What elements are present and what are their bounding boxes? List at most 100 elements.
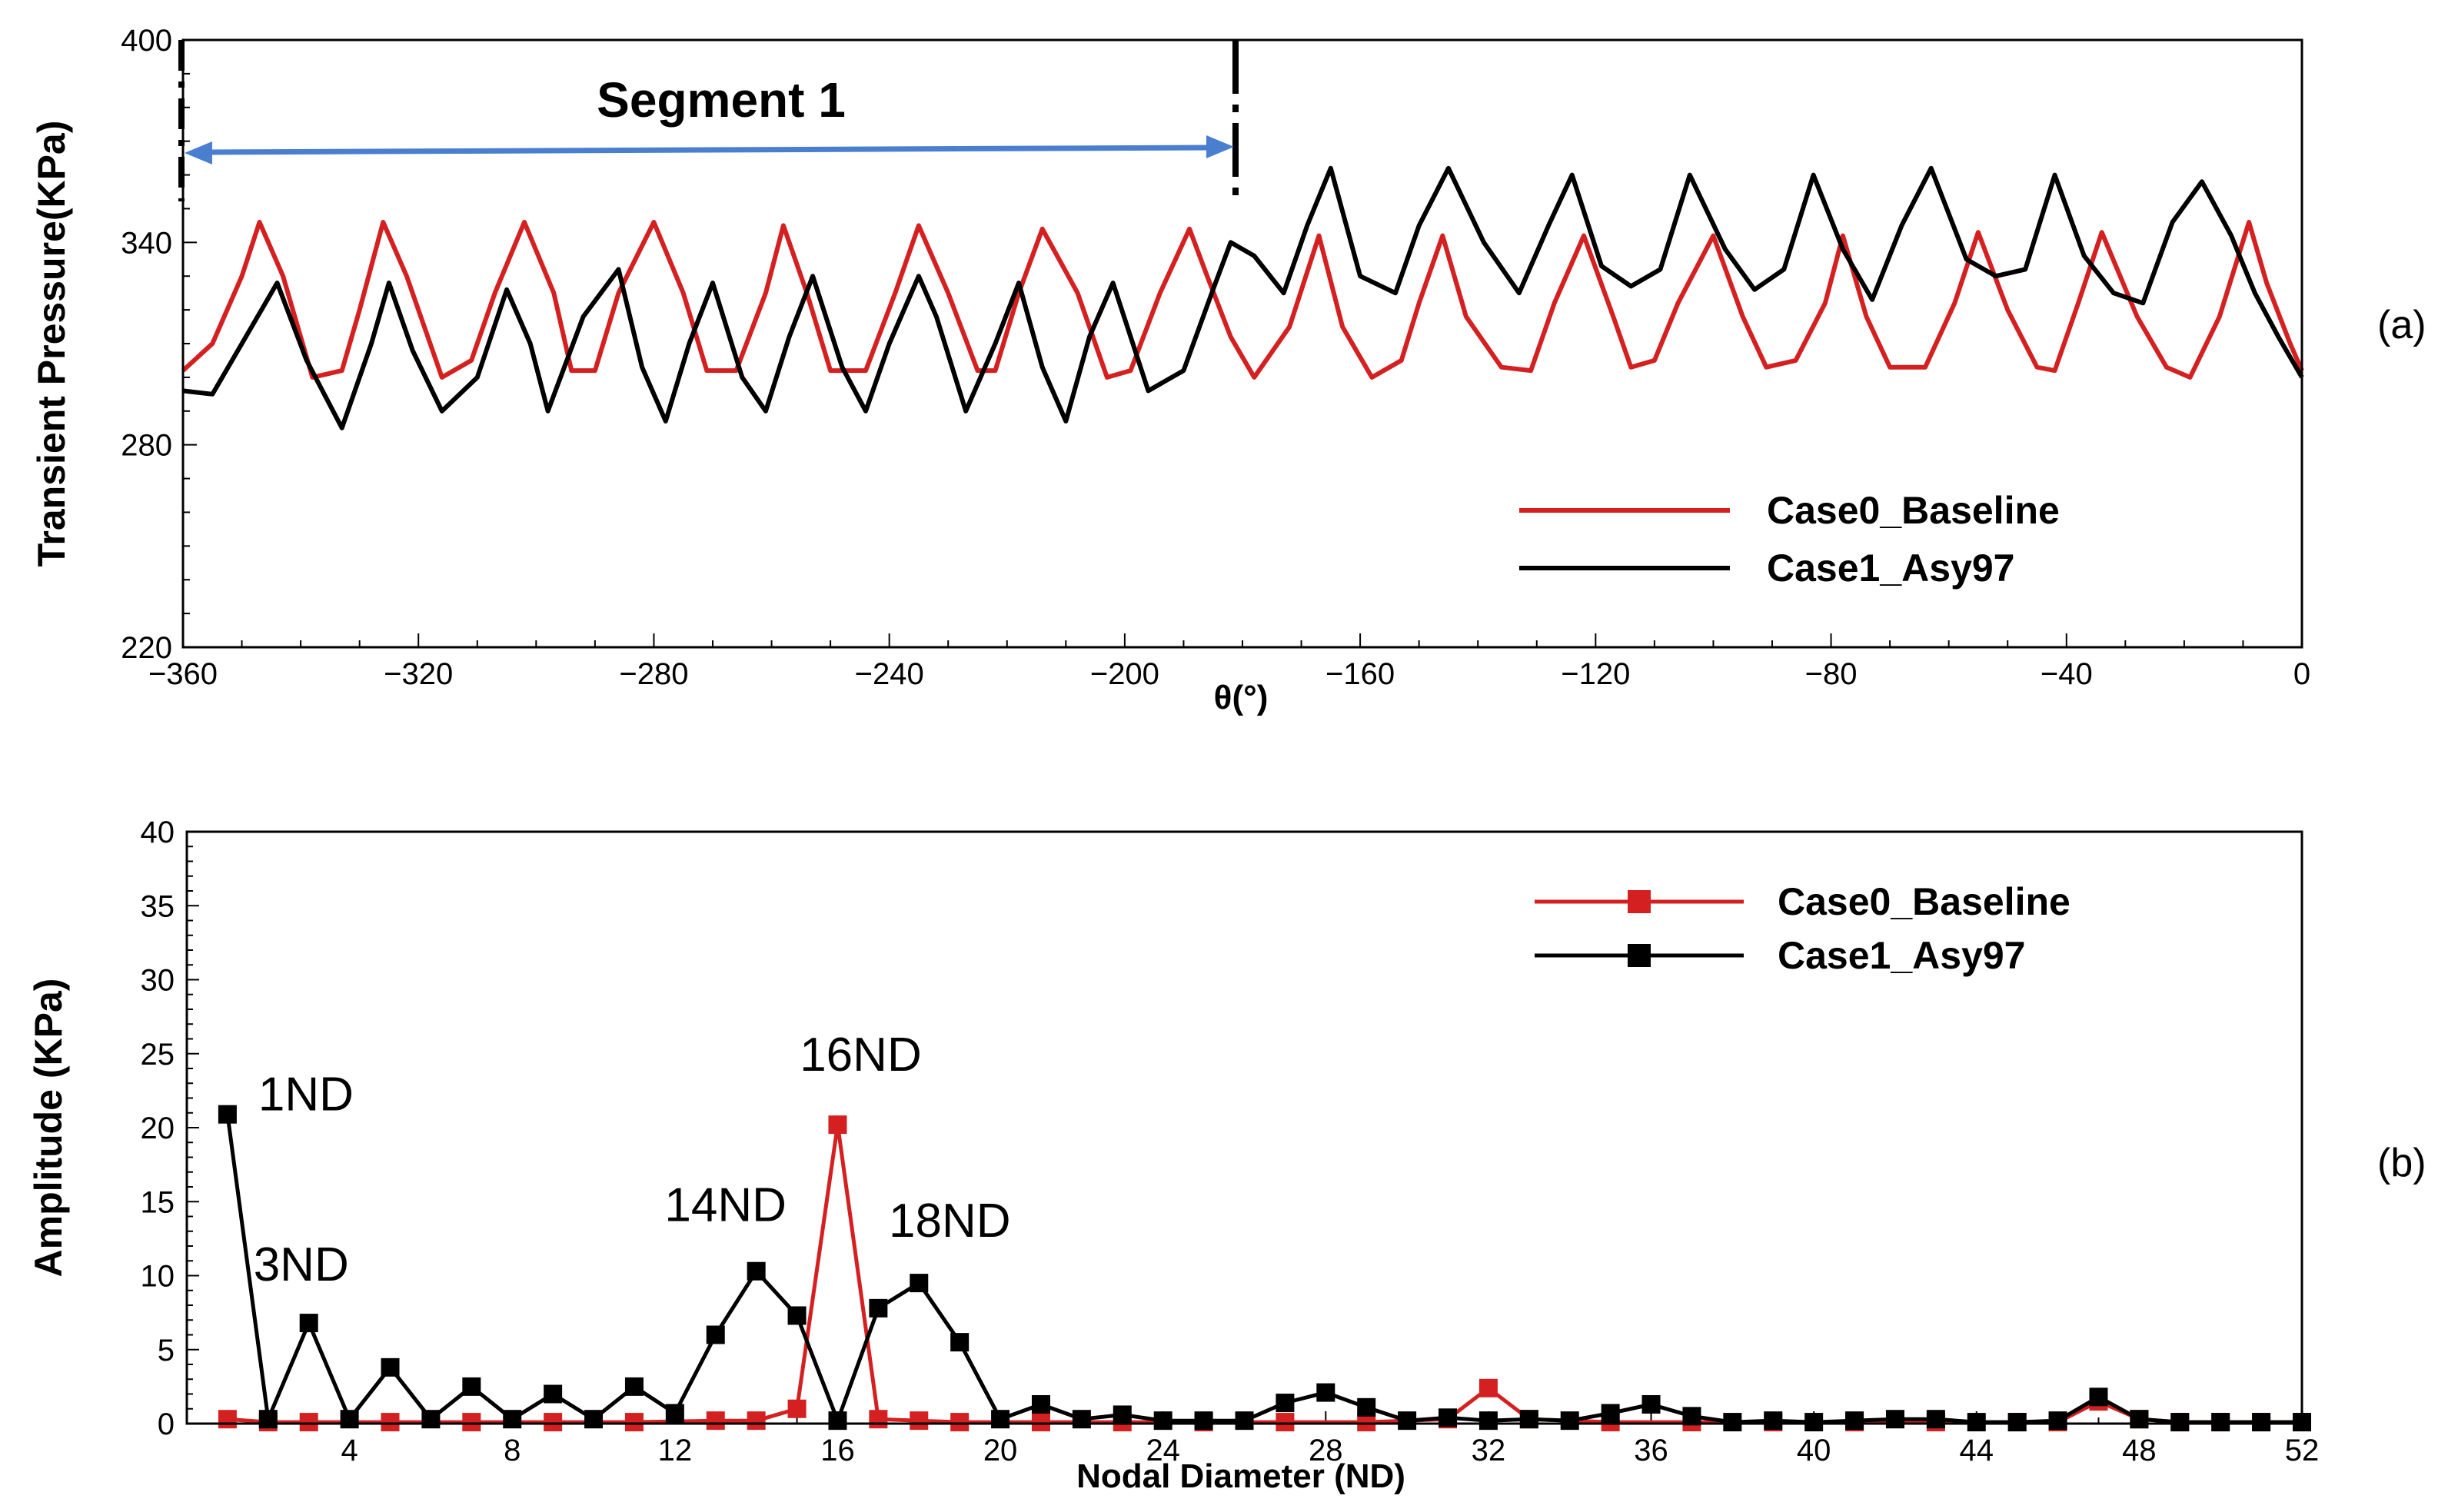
b-marker-case1 <box>787 1306 807 1325</box>
b-x-tick-label: 36 <box>1634 1434 1668 1467</box>
b-marker-case1 <box>910 1274 929 1293</box>
b-y-tick-label: 30 <box>141 964 175 998</box>
b-y-tick-label: 0 <box>158 1407 175 1441</box>
b-marker-case1 <box>2211 1413 2230 1432</box>
b-series-line-case0 <box>227 1122 2302 1424</box>
b-marker-case1 <box>299 1314 318 1333</box>
b-x-tick-label: 8 <box>504 1434 521 1467</box>
legend-marker-case0-b <box>1628 890 1651 913</box>
b-marker-case0 <box>910 1411 929 1431</box>
annotation-16nd: 16ND <box>800 1028 922 1082</box>
panel-a-transient-pressure: −360 −320 −280 −240 −200 −160 −120 −80 −40 0 220 28… <box>30 24 2426 716</box>
b-marker-case0 <box>1478 1378 1498 1397</box>
b-marker-case1 <box>1153 1411 1172 1431</box>
b-marker-case0 <box>381 1413 400 1432</box>
annotation-18nd: 18ND <box>889 1195 1011 1248</box>
b-marker-case1 <box>665 1404 684 1423</box>
b-marker-case1 <box>462 1377 481 1396</box>
panel-b-tag: (b) <box>2377 1141 2426 1185</box>
b-marker-case1 <box>1031 1394 1050 1414</box>
b-marker-case1 <box>421 1410 441 1429</box>
panel-a-legend: Case0_Baseline Case1_Asy97 <box>1519 489 2060 590</box>
b-x-tick-label: 28 <box>1309 1434 1343 1467</box>
b-marker-case1 <box>544 1384 563 1404</box>
a-x-tick-label: −160 <box>1325 657 1395 691</box>
b-x-tick-label: 32 <box>1472 1434 1506 1467</box>
b-x-tick-label: 44 <box>1960 1434 1994 1467</box>
b-marker-case0 <box>747 1411 766 1431</box>
b-marker-case0 <box>1276 1413 1295 1432</box>
legend-marker-case1-b <box>1628 944 1651 967</box>
panel-b-y-axis-title: Amplitude (KPa) <box>27 979 70 1278</box>
b-marker-case1 <box>1682 1407 1701 1426</box>
b-marker-case0 <box>828 1115 847 1135</box>
a-series-line-case1 <box>182 165 2304 430</box>
b-marker-case1 <box>381 1357 400 1377</box>
b-y-tick-label: 40 <box>141 816 175 849</box>
segment-arrow-right-head <box>1206 135 1234 158</box>
annotation-14nd: 14ND <box>664 1179 787 1232</box>
b-x-tick-label: 52 <box>2285 1434 2320 1467</box>
b-marker-case0 <box>624 1413 644 1432</box>
b-marker-case1 <box>258 1410 278 1429</box>
b-marker-case1 <box>991 1410 1010 1429</box>
a-x-tick-label: 0 <box>2293 657 2310 691</box>
b-marker-case1 <box>950 1333 970 1352</box>
b-y-tick-label: 25 <box>141 1038 175 1072</box>
segment-label: Segment 1 <box>597 72 846 128</box>
b-marker-case1 <box>503 1410 522 1429</box>
b-marker-case0 <box>950 1413 970 1432</box>
legend-label-case0: Case0_Baseline <box>1767 489 2060 532</box>
b-marker-case1 <box>2252 1413 2271 1432</box>
b-marker-case1 <box>1478 1411 1498 1431</box>
b-marker-case1 <box>1641 1394 1661 1414</box>
panel-a-tag: (a) <box>2377 303 2426 347</box>
b-marker-case0 <box>218 1410 237 1429</box>
a-y-tick-label: 400 <box>121 24 172 58</box>
b-marker-case1 <box>1885 1410 1904 1429</box>
b-y-tick-label: 10 <box>141 1260 175 1294</box>
b-marker-case1 <box>1519 1410 1538 1429</box>
b-marker-case1 <box>2089 1387 2108 1407</box>
b-x-tick-label: 40 <box>1797 1434 1831 1467</box>
b-marker-case0 <box>462 1413 481 1432</box>
b-x-tick-label: 16 <box>820 1434 855 1467</box>
b-marker-case1 <box>584 1410 604 1429</box>
annotation-3nd: 3ND <box>254 1238 349 1291</box>
b-marker-case0 <box>1031 1413 1050 1432</box>
a-y-tick-label: 340 <box>121 226 172 260</box>
b-marker-case1 <box>624 1377 644 1396</box>
b-marker-case1 <box>1276 1394 1295 1413</box>
b-marker-case1 <box>1804 1413 1824 1432</box>
b-marker-case1 <box>340 1410 359 1429</box>
b-marker-case1 <box>2170 1413 2190 1432</box>
b-x-tick-label: 24 <box>1146 1434 1180 1467</box>
legend-label-case1: Case1_Asy97 <box>1767 547 2015 590</box>
panel-a-series <box>181 165 2304 430</box>
panel-a-plot-frame <box>181 38 2303 649</box>
b-marker-case1 <box>1926 1410 1945 1429</box>
a-series-line-case0 <box>181 220 2304 380</box>
b-marker-case1 <box>1194 1411 1213 1431</box>
b-marker-case1 <box>706 1325 725 1344</box>
b-marker-case0 <box>706 1411 725 1431</box>
a-x-tick-label: −40 <box>2041 657 2093 691</box>
b-marker-case1 <box>1560 1411 1579 1431</box>
a-x-tick-label: −320 <box>384 657 453 691</box>
segment-arrow-left-head <box>185 141 212 164</box>
b-marker-case1 <box>2048 1411 2067 1431</box>
a-x-tick-label: −280 <box>619 657 688 691</box>
panel-b-plot-frame <box>185 830 2303 1425</box>
legend-label-case0-b: Case0_Baseline <box>1778 880 2071 923</box>
panel-b-legend: Case0_Baseline Case1_Asy97 <box>1535 880 2071 977</box>
b-marker-case1 <box>747 1261 766 1281</box>
panel-a-x-axis-title: θ(°) <box>1214 679 1269 716</box>
a-y-tick-label: 220 <box>121 631 172 665</box>
a-y-tick-label: 280 <box>121 429 172 463</box>
segment-arrow-line <box>205 145 1213 155</box>
b-series-line-case1 <box>225 1114 2302 1424</box>
b-x-tick-label: 48 <box>2122 1434 2157 1467</box>
b-marker-case1 <box>828 1411 847 1431</box>
a-x-tick-label: −80 <box>1805 657 1858 691</box>
